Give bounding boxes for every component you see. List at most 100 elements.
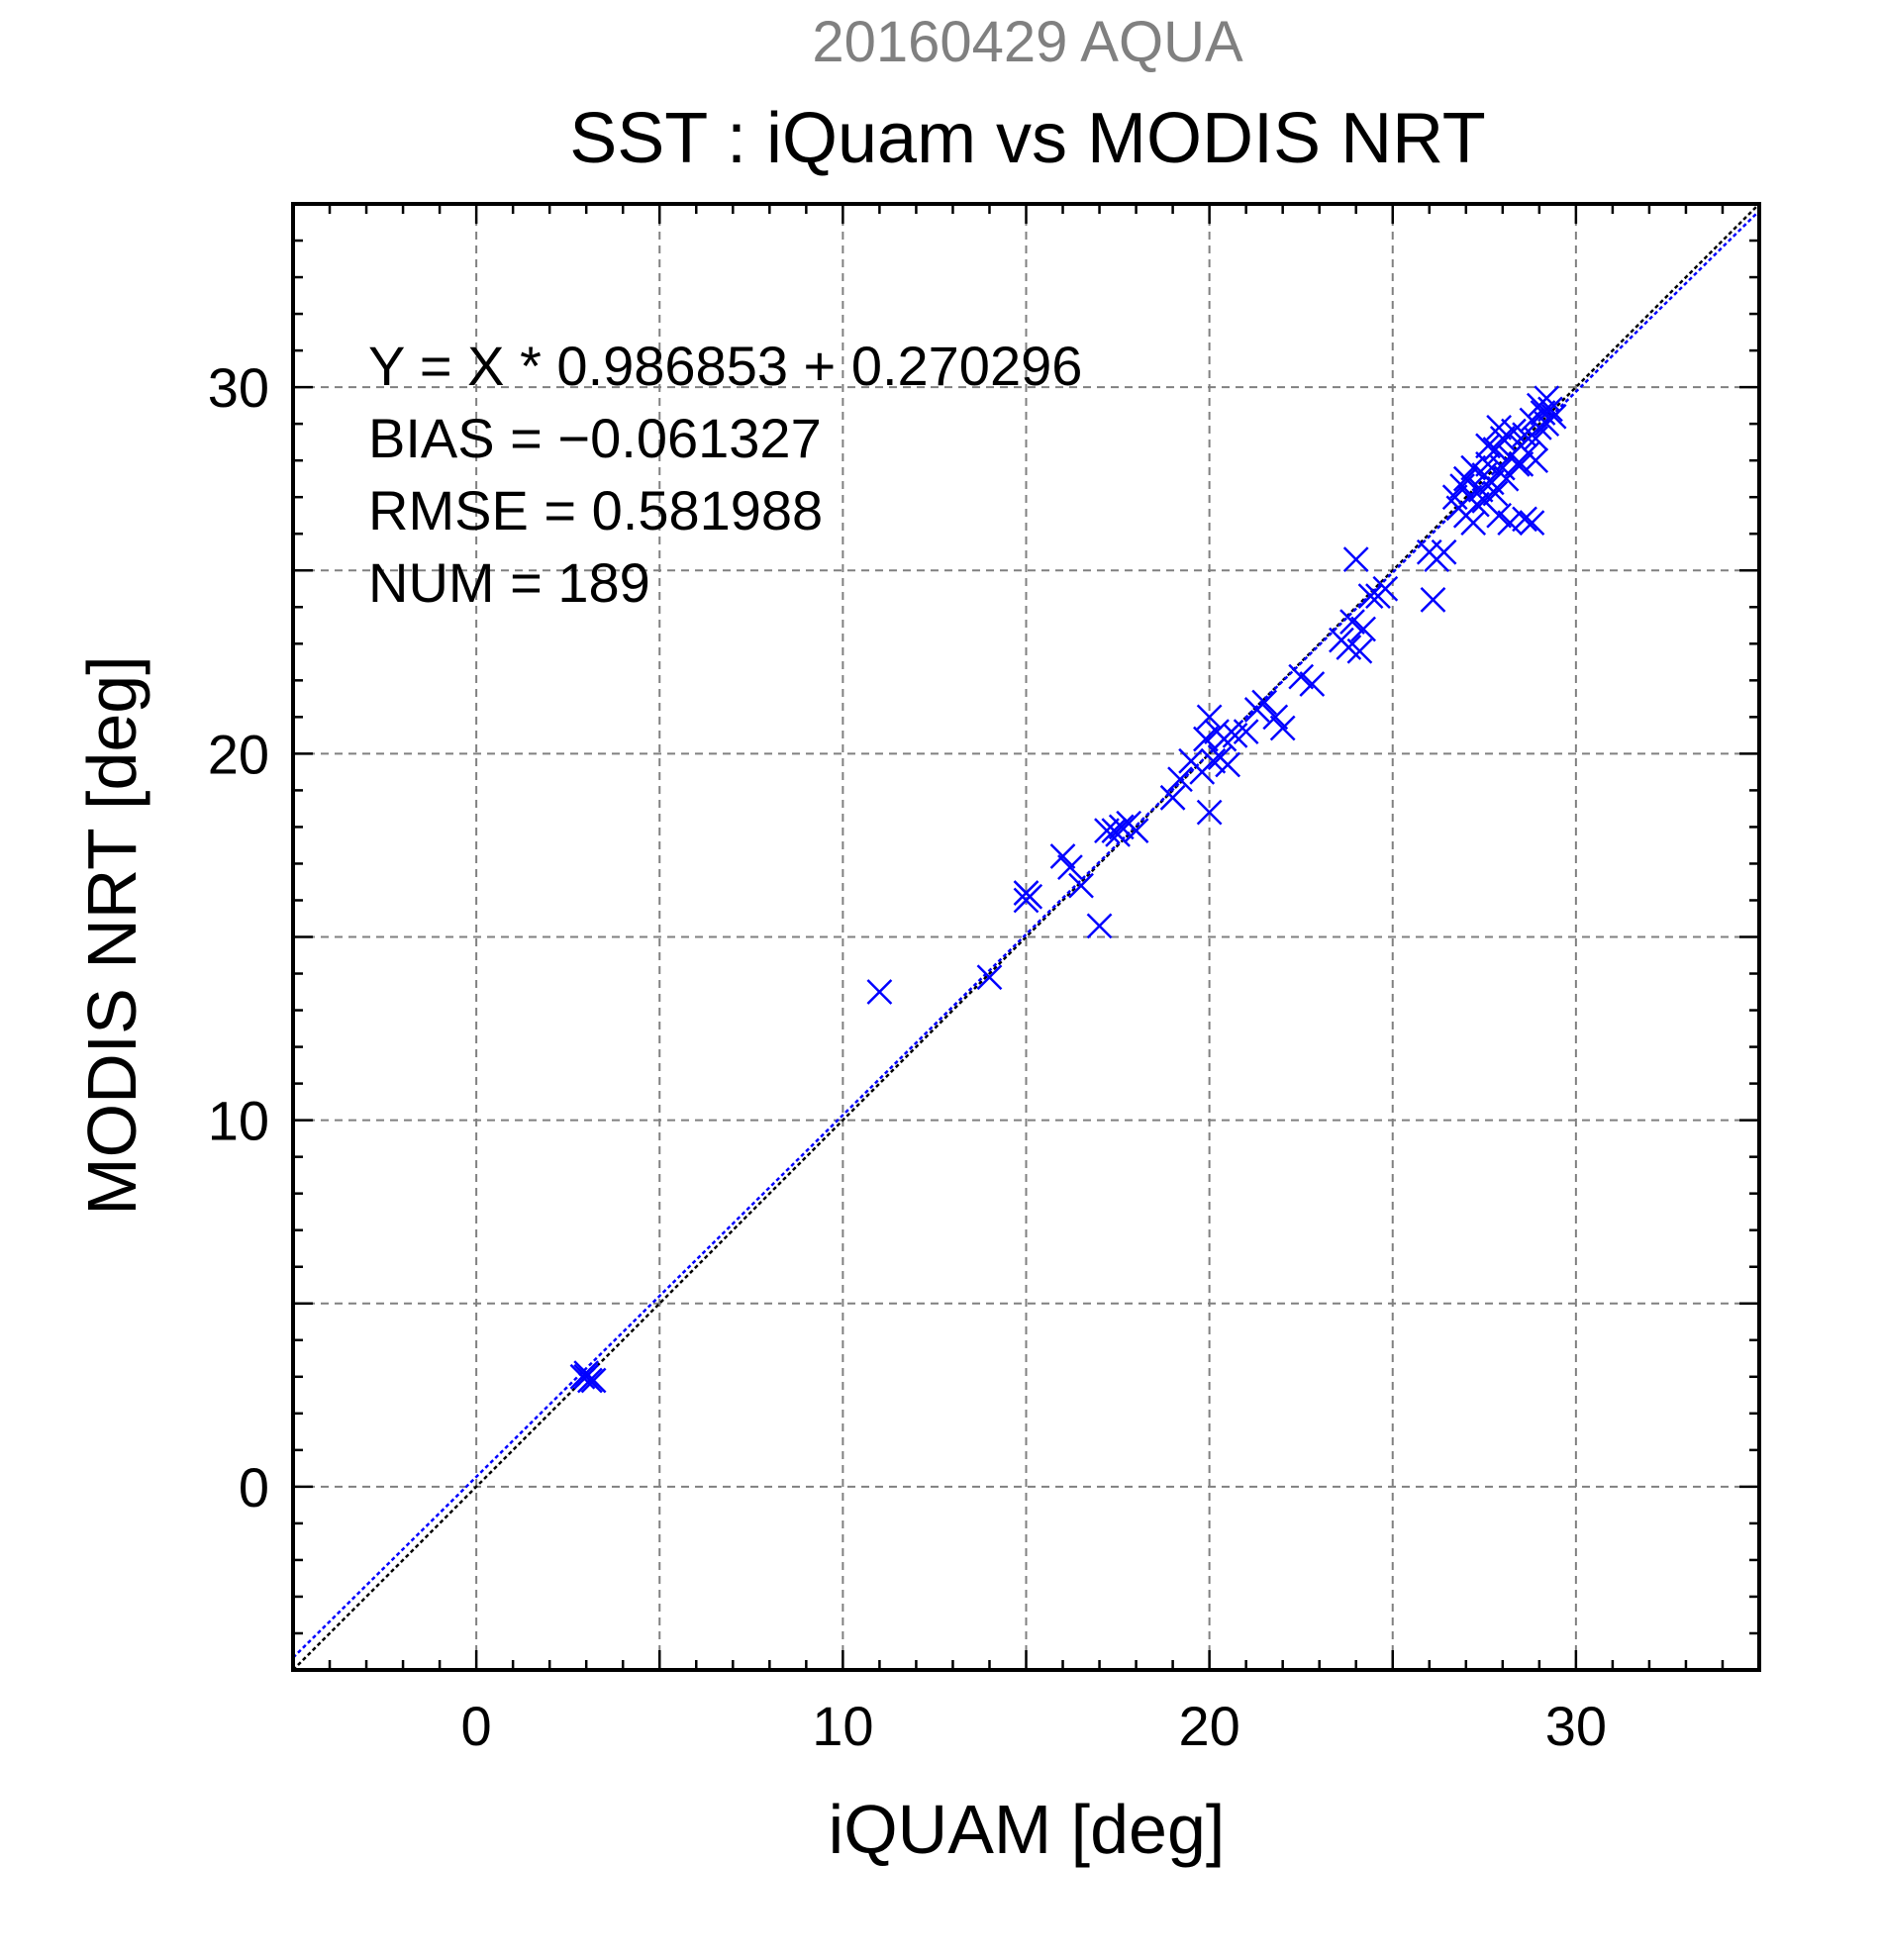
identity-line: [292, 203, 1760, 1671]
data-point: [1497, 510, 1524, 537]
data-point-stroke: [1537, 396, 1563, 423]
data-point-stroke: [1108, 814, 1135, 840]
fit-line: [292, 210, 1760, 1659]
data-point: [1339, 609, 1365, 635]
data-point: [1251, 689, 1278, 716]
data-point-stroke: [1193, 726, 1219, 752]
data-point: [580, 1367, 607, 1394]
data-point-stroke: [1159, 784, 1186, 811]
data-point-stroke: [1497, 510, 1524, 537]
data-point: [1262, 704, 1289, 731]
data-point: [1196, 799, 1223, 826]
data-point-stroke: [1478, 469, 1505, 496]
data-point-stroke: [1357, 583, 1384, 610]
data-point: [1017, 883, 1043, 910]
grid-lines: [293, 204, 1759, 1670]
data-point-stroke: [1350, 616, 1377, 642]
data-point: [1512, 506, 1537, 533]
stats-line: NUM = 189: [368, 551, 650, 614]
data-point-stroke: [1489, 426, 1516, 451]
data-point: [1508, 450, 1534, 477]
x-axis-label: iQUAM [deg]: [829, 1791, 1226, 1868]
data-point-stroke: [1196, 704, 1223, 731]
data-point: [1431, 539, 1457, 565]
data-point: [1288, 663, 1315, 690]
data-point-stroke: [1262, 704, 1289, 731]
data-point-stroke: [1475, 433, 1501, 459]
data-point: [1519, 510, 1545, 537]
data-point-stroke: [1251, 689, 1278, 716]
data-point: [1342, 546, 1369, 573]
data-point-stroke: [1167, 766, 1193, 793]
data-point: [1464, 491, 1490, 518]
data-point: [1540, 403, 1567, 430]
x-tick-label: 0: [461, 1695, 492, 1757]
data-point-stroke: [1501, 418, 1527, 444]
data-point-stroke: [1512, 506, 1537, 533]
data-point-stroke: [1200, 747, 1227, 774]
data-point-stroke: [976, 964, 1003, 991]
data-point: [1159, 784, 1186, 811]
data-point-stroke: [1464, 491, 1490, 518]
data-point: [1526, 414, 1552, 441]
data-point: [1049, 843, 1076, 869]
data-point: [577, 1367, 603, 1394]
data-point-stroke: [1540, 403, 1567, 430]
data-point-stroke: [1530, 400, 1556, 426]
data-point-stroke: [1471, 488, 1498, 514]
data-point-stroke: [1526, 414, 1552, 441]
data-point: [1193, 726, 1219, 752]
data-point-stroke: [1215, 751, 1241, 778]
data-point-stroke: [1508, 450, 1534, 477]
data-point-stroke: [580, 1367, 607, 1394]
y-tick-label: 30: [208, 356, 269, 419]
data-point-stroke: [1460, 510, 1487, 537]
data-point-stroke: [1288, 663, 1315, 690]
data-point-stroke: [1460, 454, 1487, 481]
data-point: [1108, 814, 1135, 840]
data-point-stroke: [1233, 719, 1259, 745]
data-point: [1486, 502, 1513, 529]
data-point: [1269, 715, 1296, 741]
y-tick-label: 20: [208, 723, 269, 785]
data-point-stroke: [1336, 635, 1362, 660]
data-point: [1346, 637, 1373, 664]
stats-line: RMSE = 0.581988: [368, 479, 823, 541]
y-axis-label: MODIS NRT [deg]: [73, 655, 150, 1215]
data-point: [976, 964, 1003, 991]
data-point-stroke: [1523, 447, 1549, 474]
data-point: [1233, 719, 1259, 745]
data-point-stroke: [1534, 385, 1560, 412]
data-point-stroke: [1346, 637, 1373, 664]
data-point: [1057, 854, 1083, 881]
stats-line: Y = X * 0.986853 + 0.270296: [368, 335, 1082, 397]
data-points: [569, 385, 1567, 1394]
reference-lines: [292, 203, 1760, 1671]
data-point-stroke: [1017, 883, 1043, 910]
stats-line: BIAS = −0.061327: [368, 407, 822, 469]
data-point: [1350, 616, 1377, 642]
data-point: [1475, 433, 1501, 459]
data-point-stroke: [577, 1367, 603, 1394]
data-point-stroke: [1068, 872, 1094, 899]
data-point: [1420, 586, 1446, 613]
data-point: [1200, 747, 1227, 774]
data-point: [1215, 751, 1241, 778]
y-tick-label: 0: [239, 1456, 269, 1519]
chart-title: SST : iQuam vs MODIS NRT: [569, 99, 1486, 178]
data-point-stroke: [1482, 480, 1509, 507]
data-point: [1537, 396, 1563, 423]
data-point-stroke: [1094, 818, 1120, 844]
data-point-stroke: [1519, 510, 1545, 537]
plot-frame: [291, 202, 1761, 1672]
data-point-stroke: [1049, 843, 1076, 869]
data-point-stroke: [1339, 609, 1365, 635]
data-point-stroke: [1431, 539, 1457, 565]
data-point-stroke: [1467, 476, 1494, 503]
data-point-stroke: [1420, 586, 1446, 613]
data-point-stroke: [1486, 502, 1513, 529]
tick-labels: 0 10 20 30 0 10 20 30: [208, 356, 1607, 1757]
data-point-stroke: [1486, 414, 1513, 441]
data-point-stroke: [1489, 454, 1516, 481]
